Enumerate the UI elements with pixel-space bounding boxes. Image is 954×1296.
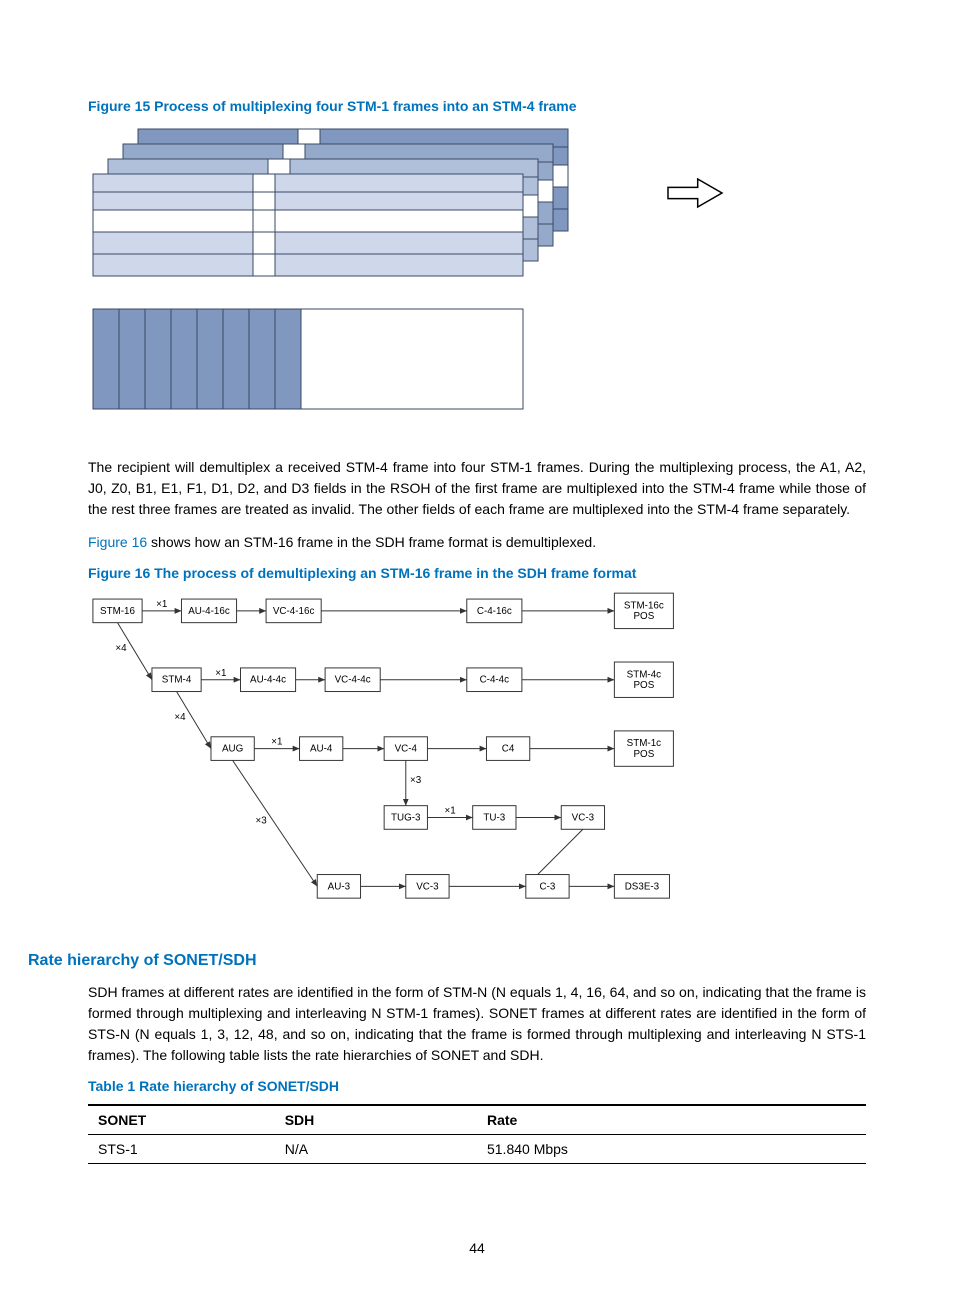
svg-text:×1: ×1 [156,599,167,610]
svg-text:VC-3: VC-3 [572,812,595,823]
svg-text:AU-4-4c: AU-4-4c [250,675,286,686]
paragraph-2: Figure 16 shows how an STM-16 frame in t… [88,532,866,553]
svg-text:VC-3: VC-3 [416,881,439,892]
svg-text:TUG-3: TUG-3 [391,812,421,823]
svg-text:C-4-16c: C-4-16c [477,606,512,617]
svg-text:VC-4-16c: VC-4-16c [273,606,315,617]
svg-text:C-3: C-3 [540,881,556,892]
svg-text:AU-4: AU-4 [310,744,333,755]
svg-text:POS: POS [634,680,655,691]
figure-16-link[interactable]: Figure 16 [88,534,147,550]
figure-16: ×1 ×4 ×1 ×4 ×1 ×3 ×1 ×3 STM-16 AU-4-16c VC-4-16c C-… [88,591,866,922]
svg-text:VC-4: VC-4 [395,744,418,755]
svg-text:×3: ×3 [410,775,422,786]
figure-16-caption: Figure 16 The process of demultiplexing … [88,565,866,581]
rate-hierarchy-heading: Rate hierarchy of SONET/SDH [28,952,866,970]
table-row: STS-1N/A51.840 Mbps [88,1135,866,1164]
svg-text:×3: ×3 [256,815,268,826]
svg-text:×1: ×1 [444,806,455,817]
svg-text:AU-3: AU-3 [328,881,351,892]
figure-15 [88,124,866,427]
svg-text:STM-4: STM-4 [162,675,192,686]
table-header-sonet: SONET [88,1105,275,1135]
paragraph-3: SDH frames at different rates are identi… [88,982,866,1066]
svg-text:STM-16: STM-16 [100,606,135,617]
svg-text:STM-16c: STM-16c [624,600,664,611]
svg-text:×4: ×4 [115,643,127,654]
svg-text:×4: ×4 [174,712,186,723]
svg-text:×1: ×1 [271,737,282,748]
svg-text:AUG: AUG [222,744,243,755]
table-1-caption: Table 1 Rate hierarchy of SONET/SDH [88,1078,866,1094]
svg-text:VC-4-4c: VC-4-4c [335,675,371,686]
svg-text:POS: POS [634,611,655,622]
paragraph-1: The recipient will demultiplex a receive… [88,457,866,520]
svg-text:×1: ×1 [215,668,226,679]
page-number: 44 [0,1240,954,1256]
svg-text:DS3E-3: DS3E-3 [625,881,660,892]
table-header-sdh: SDH [275,1105,477,1135]
figure-15-caption: Figure 15 Process of multiplexing four S… [88,98,866,114]
svg-text:POS: POS [634,749,655,760]
svg-text:C-4-4c: C-4-4c [480,675,510,686]
rate-hierarchy-table: SONETSDHRate STS-1N/A51.840 Mbps [88,1104,866,1164]
svg-text:STM-4c: STM-4c [627,669,661,680]
svg-text:C4: C4 [502,744,515,755]
svg-text:AU-4-16c: AU-4-16c [188,606,230,617]
svg-text:TU-3: TU-3 [483,812,505,823]
svg-text:STM-1c: STM-1c [627,738,661,749]
table-header-rate: Rate [477,1105,866,1135]
paragraph-2-suffix: shows how an STM-16 frame in the SDH fra… [147,534,596,550]
